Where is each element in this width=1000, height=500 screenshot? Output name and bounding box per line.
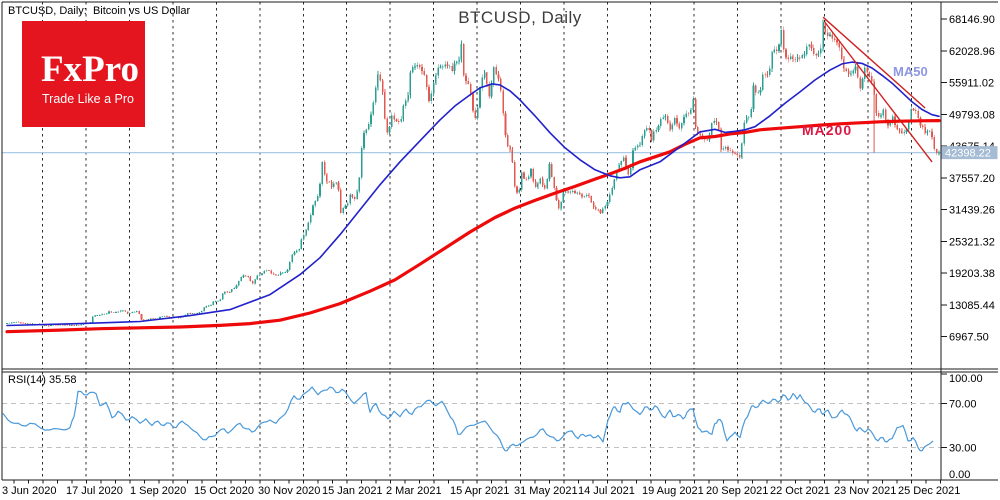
svg-text:3 Jun 2020: 3 Jun 2020	[2, 485, 56, 497]
watermark-title: BTCUSD, Daily	[458, 8, 582, 27]
rsi-series-line	[2, 386, 934, 452]
svg-text:100.00: 100.00	[949, 373, 983, 385]
rsi-axis[interactable]: 100.00 70.00 30.00 0.00	[941, 373, 983, 481]
svg-text:17 Jul 2020: 17 Jul 2020	[66, 485, 123, 497]
svg-text:31 May 2021: 31 May 2021	[514, 485, 578, 497]
svg-text:15 Jan 2021: 15 Jan 2021	[322, 485, 383, 497]
svg-text:70.00: 70.00	[949, 399, 977, 411]
svg-text:15 Oct 2020: 15 Oct 2020	[194, 485, 254, 497]
trendline-1[interactable]	[822, 16, 926, 109]
ma50-label: MA50	[893, 64, 928, 79]
fxpro-logo: FxPro Trade Like a Pro	[22, 21, 145, 127]
svg-text:30.00: 30.00	[949, 443, 977, 455]
ma200-label: MA200	[802, 122, 853, 138]
svg-text:14 Jul 2021: 14 Jul 2021	[578, 485, 635, 497]
svg-text:1 Sep 2020: 1 Sep 2020	[130, 485, 186, 497]
fxpro-logo-text: FxPro	[41, 49, 139, 90]
fxpro-logo-tagline: Trade Like a Pro	[42, 92, 134, 106]
rsi-level-lines	[2, 403, 941, 448]
ma200-line	[5, 118, 941, 334]
svg-text:49793.08: 49793.08	[949, 109, 995, 121]
svg-text:25321.32: 25321.32	[949, 236, 995, 248]
current-price-tag: 42398.22	[941, 146, 998, 160]
trendline-2[interactable]	[824, 22, 933, 163]
svg-text:6967.50: 6967.50	[949, 332, 989, 344]
svg-text:0.00: 0.00	[949, 469, 970, 481]
rsi-chart-surface[interactable]	[2, 372, 941, 480]
svg-text:20 Sep 2021: 20 Sep 2021	[706, 485, 768, 497]
svg-text:19203.38: 19203.38	[949, 268, 995, 280]
svg-text:68146.90: 68146.90	[949, 14, 995, 26]
candles-series	[6, 19, 940, 327]
svg-text:15 Apr 2021: 15 Apr 2021	[450, 485, 509, 497]
svg-text:55911.02: 55911.02	[949, 78, 994, 90]
rsi-label: RSI(14) 35.58	[8, 374, 77, 386]
symbol-title: BTCUSD, Daily: Bitcoin vs US Dollar	[8, 5, 191, 17]
time-axis[interactable]: 3 Jun 2020 17 Jul 2020 1 Sep 2020 15 Oct 20…	[2, 480, 960, 497]
time-grid-lines	[42, 2, 912, 480]
panel-borders	[1, 1, 998, 481]
ma50-line	[6, 61, 940, 327]
price-axis[interactable]: 68146.9062028.9655911.0249793.0843675.14…	[941, 14, 995, 344]
svg-text:19 Aug 2021: 19 Aug 2021	[642, 485, 704, 497]
svg-text:23 Nov 2021: 23 Nov 2021	[834, 485, 896, 497]
svg-text:42398.22: 42398.22	[945, 148, 991, 160]
svg-text:62028.96: 62028.96	[949, 46, 995, 58]
svg-text:30 Nov 2020: 30 Nov 2020	[258, 485, 320, 497]
svg-text:31439.26: 31439.26	[949, 205, 995, 217]
svg-text:25 Dec 2021: 25 Dec 2021	[898, 485, 960, 497]
svg-text:2 Mar 2021: 2 Mar 2021	[386, 485, 442, 497]
svg-text:13085.44: 13085.44	[949, 300, 995, 312]
svg-text:37557.20: 37557.20	[949, 173, 995, 185]
panel-resize-handle[interactable]	[2, 369, 998, 372]
svg-text:22 Oct 2021: 22 Oct 2021	[770, 485, 830, 497]
